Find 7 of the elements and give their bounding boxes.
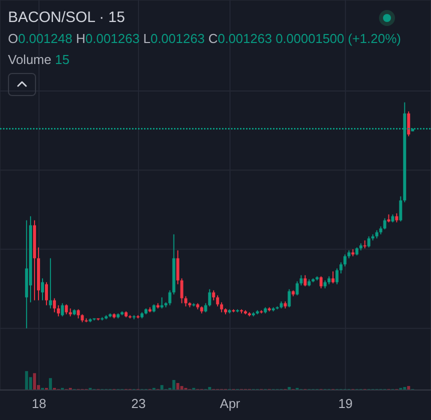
chart-title: BACON/SOL · 15: [8, 8, 125, 28]
x-tick-label: Apr: [220, 396, 241, 412]
x-tick-label: 23: [131, 396, 146, 412]
text: Volume 15: [8, 52, 70, 67]
text: O0.001248 H0.001263 L0.001263 C0.001263 0.00001500 (+1.20%): [8, 31, 402, 46]
x-tick-label: 18: [32, 396, 46, 412]
x-tick-label: 19: [338, 396, 353, 412]
